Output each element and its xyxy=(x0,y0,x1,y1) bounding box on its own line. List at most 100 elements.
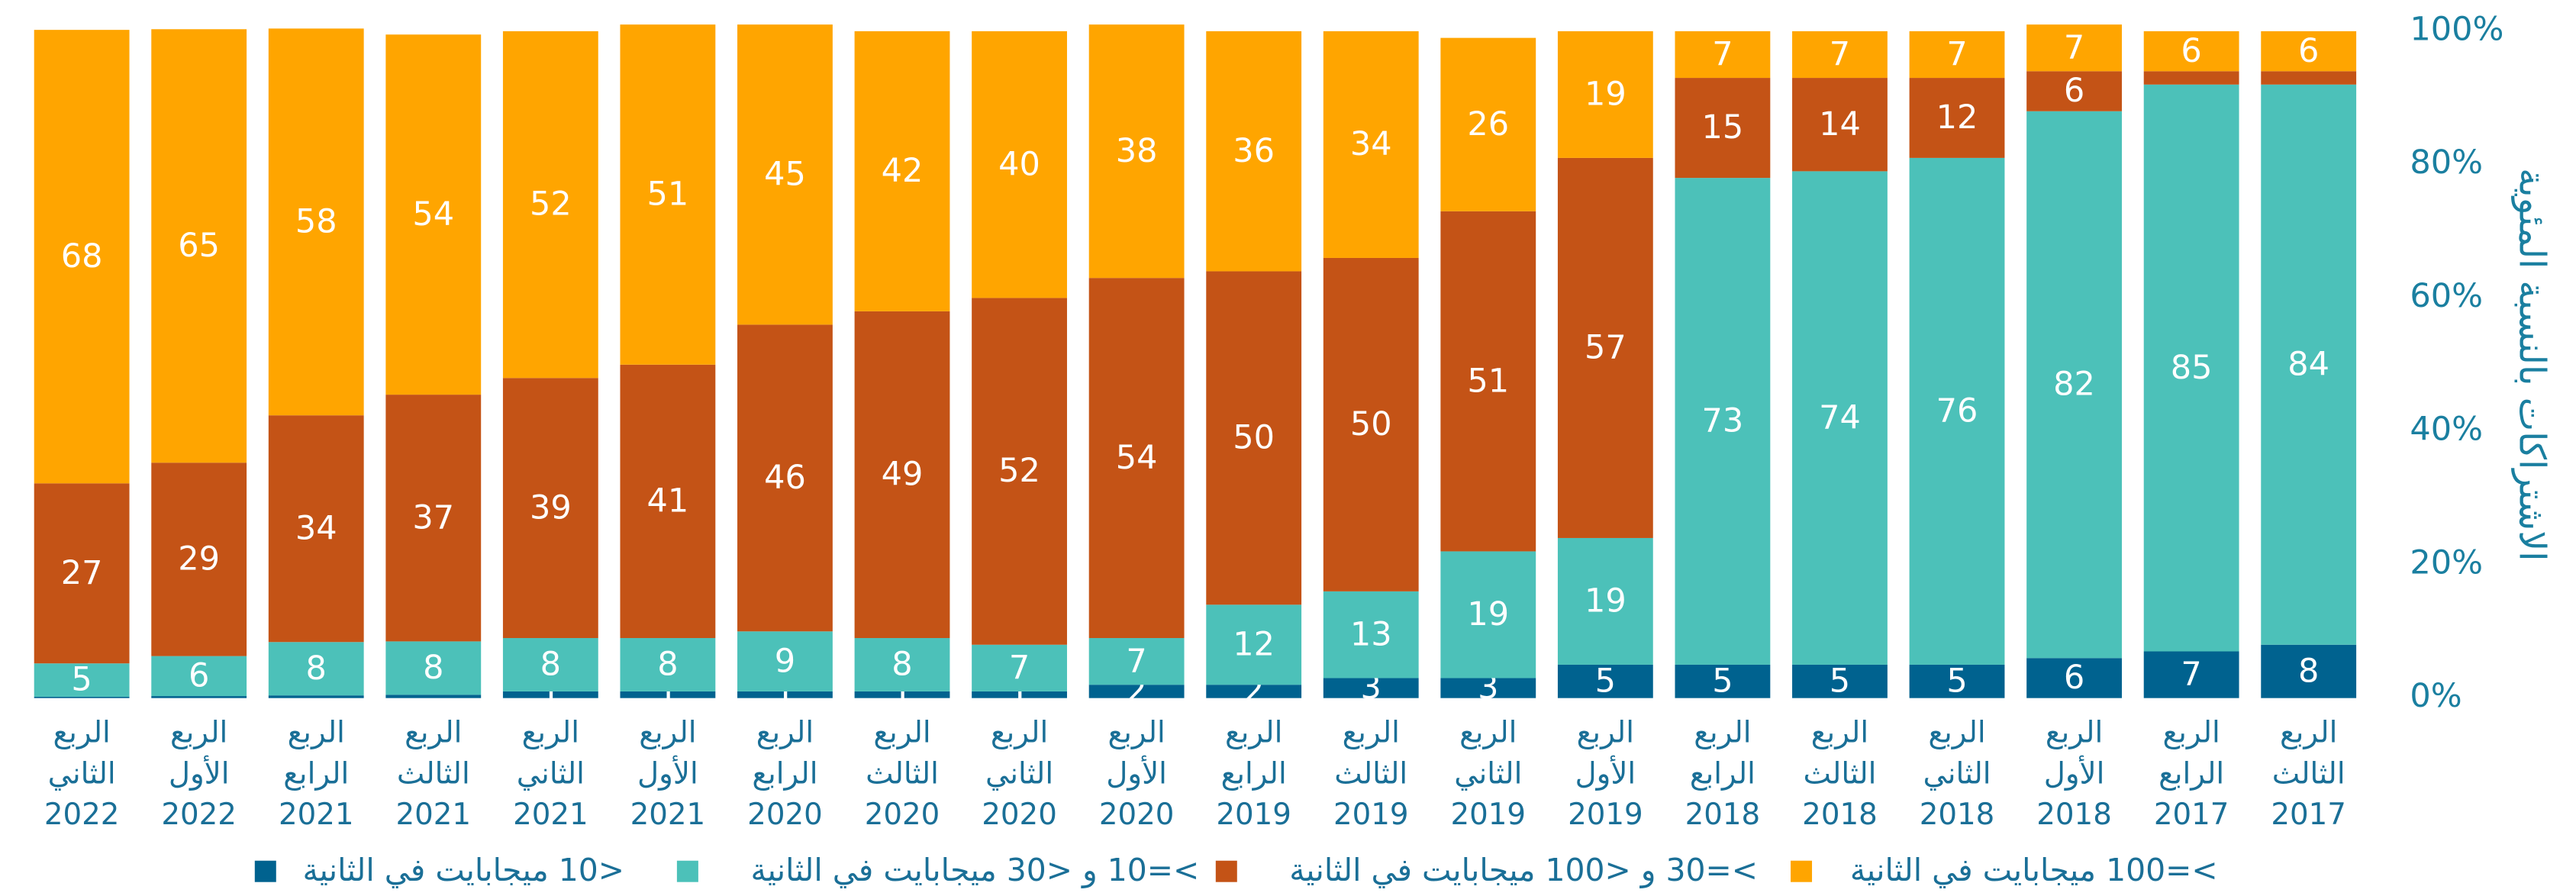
x-tick-label: 2022 xyxy=(161,798,237,832)
value-label: 8 xyxy=(657,646,678,684)
bar-segment xyxy=(854,691,950,698)
value-label: 5 xyxy=(1595,662,1616,700)
x-tick-label: الربع xyxy=(288,716,345,750)
legend-swatch xyxy=(1791,860,1813,882)
value-label: 37 xyxy=(412,498,454,537)
value-label: 58 xyxy=(295,202,337,240)
bar-segment xyxy=(972,691,1067,698)
bar-segment xyxy=(972,298,1067,645)
bar-segment xyxy=(151,29,247,463)
legend-label: >=100 ميجابايت في الثانية xyxy=(1850,852,2218,888)
x-tick-label: 2018 xyxy=(1685,798,1761,832)
x-tick-label: الربع xyxy=(2162,716,2220,750)
bar-segment xyxy=(972,644,1067,691)
x-tick-label: الثاني xyxy=(1454,756,1522,791)
x-tick-label: الربع xyxy=(756,716,814,750)
value-label: 76 xyxy=(1936,392,1978,430)
bar-segment xyxy=(620,638,716,691)
value-label: 57 xyxy=(1585,329,1627,367)
value-label: 50 xyxy=(1233,419,1275,457)
value-label: 68 xyxy=(61,237,103,276)
legend-swatch xyxy=(1215,860,1237,882)
legend-swatch xyxy=(676,860,698,882)
bar-segment xyxy=(1206,685,1302,698)
value-label: 7 xyxy=(1126,642,1146,680)
bar-segment xyxy=(1792,78,1888,172)
bar-segment xyxy=(1206,604,1302,685)
bar-segment xyxy=(737,631,833,691)
value-label: 36 xyxy=(1233,132,1275,170)
bar-segment xyxy=(2026,111,2122,659)
bar-segment xyxy=(1440,551,1536,678)
bar-segment xyxy=(737,691,833,698)
bar-segment xyxy=(502,638,598,691)
bar-segment xyxy=(1323,257,1419,591)
value-label: 52 xyxy=(530,185,572,224)
value-label: 6 xyxy=(2298,32,2319,70)
x-tick-label: 2019 xyxy=(1333,798,1409,832)
value-label: 7 xyxy=(2064,28,2084,66)
value-label: 19 xyxy=(1467,595,1509,633)
bar-segment xyxy=(1323,591,1419,678)
bar-segment xyxy=(2026,24,2122,72)
value-label: 34 xyxy=(1350,125,1392,163)
bar-segment xyxy=(620,364,716,639)
bar-segment xyxy=(2261,644,2357,698)
value-label: 8 xyxy=(423,649,443,687)
bar-segment xyxy=(1206,31,1302,272)
x-tick-label: الرابع xyxy=(1221,756,1287,791)
bar-segment xyxy=(1323,678,1419,698)
bar-segment xyxy=(1675,664,1771,698)
bar-segment xyxy=(1440,678,1536,698)
x-tick-label: الربع xyxy=(1811,716,1868,750)
value-label: 49 xyxy=(882,456,924,494)
value-label: 7 xyxy=(1946,35,1967,73)
bar-segment xyxy=(1088,638,1185,685)
x-tick-label: الربع xyxy=(873,716,930,750)
bar-segment xyxy=(1206,271,1302,605)
x-tick-label: الرابع xyxy=(283,756,349,791)
value-label: 52 xyxy=(998,452,1040,490)
y-axis-title: الاشتراكات بالنسبة المئوية xyxy=(2511,168,2553,561)
value-label: 6 xyxy=(189,656,209,695)
bar-segment xyxy=(502,378,598,639)
bar-segment xyxy=(151,656,247,697)
bar-segment xyxy=(34,30,130,484)
bar-segment xyxy=(1557,664,1653,698)
x-tick-label: الأول xyxy=(1106,755,1167,791)
x-tick-label: الثاني xyxy=(48,756,116,791)
value-label: 7 xyxy=(2181,656,2201,694)
x-tick-label: 2021 xyxy=(513,798,588,832)
x-tick-label: الربع xyxy=(1928,716,1985,750)
bar-segment xyxy=(737,24,833,325)
x-tick-label: الربع xyxy=(1225,716,1282,750)
x-tick-label: الربع xyxy=(1343,716,1400,750)
bar-segment xyxy=(1088,24,1185,279)
x-tick-label: الثالث xyxy=(2272,756,2345,791)
value-label: 8 xyxy=(306,649,327,688)
bar-segment xyxy=(854,638,950,691)
value-label: 8 xyxy=(891,646,912,684)
bar-segment xyxy=(268,642,364,696)
bar-segment xyxy=(1792,171,1888,665)
x-tick-label: الرابع xyxy=(2158,756,2224,791)
bar-segment xyxy=(1088,685,1185,698)
value-label: 41 xyxy=(647,482,689,521)
value-label: 45 xyxy=(764,155,806,193)
bar-segment xyxy=(1440,211,1536,552)
bar-segment xyxy=(737,324,833,632)
x-tick-label: الربع xyxy=(1694,716,1751,750)
bar-segment xyxy=(972,31,1067,298)
x-tick-label: الثالث xyxy=(1334,756,1407,791)
value-label: 74 xyxy=(1819,398,1861,437)
value-label: 5 xyxy=(1946,662,1967,700)
x-tick-label: الربع xyxy=(522,716,579,750)
value-label: 34 xyxy=(295,509,337,547)
x-tick-label: الثاني xyxy=(985,756,1053,791)
x-tick-label: 2021 xyxy=(396,798,472,832)
value-label: 40 xyxy=(998,145,1040,183)
bar-segment xyxy=(34,696,130,698)
bar-segment xyxy=(151,696,247,698)
bar-segment xyxy=(34,483,130,664)
value-label: 27 xyxy=(61,554,103,592)
